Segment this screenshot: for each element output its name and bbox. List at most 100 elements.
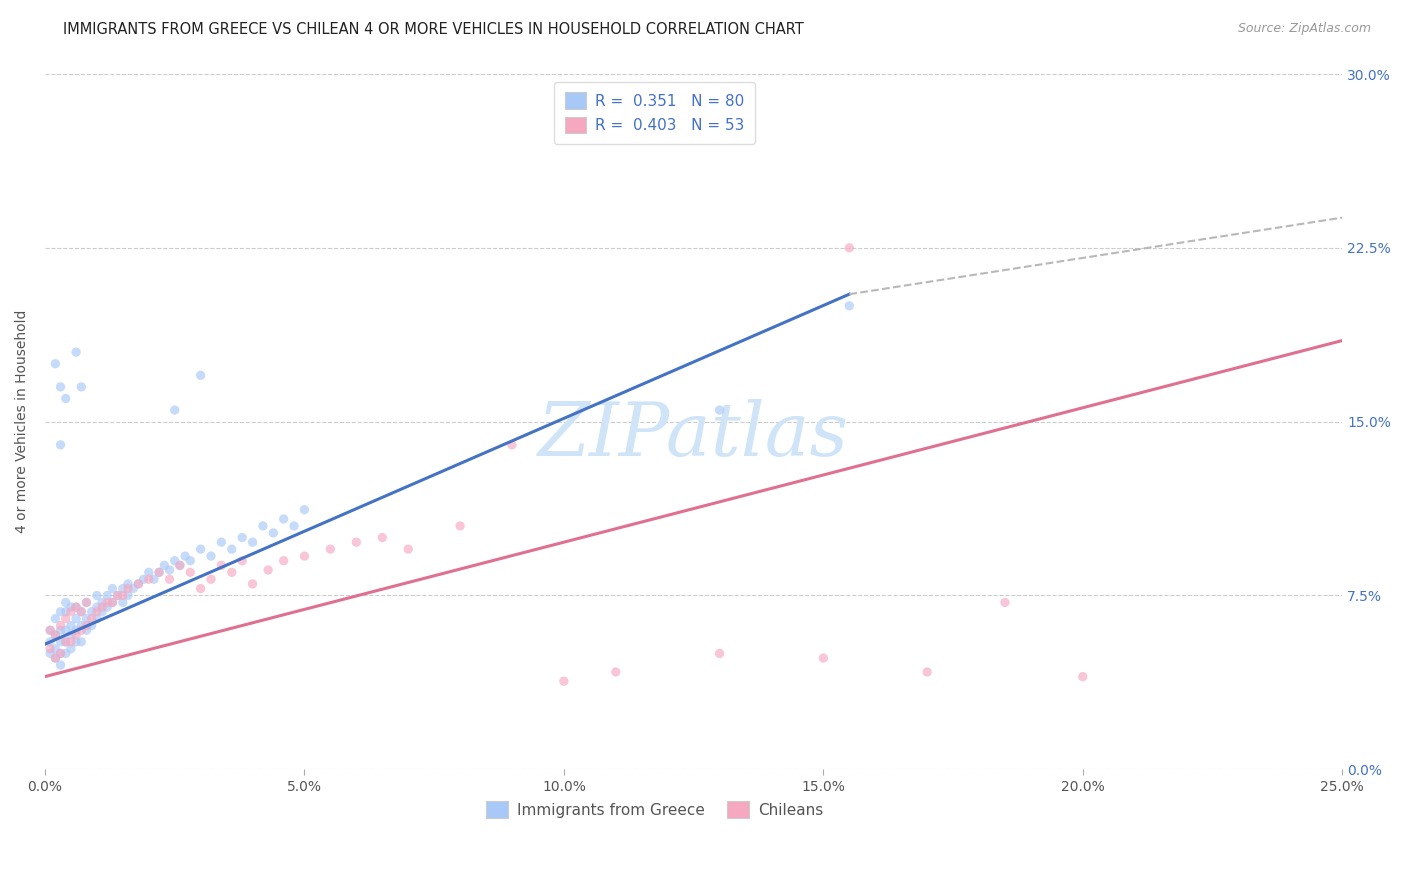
Point	[132, 572, 155, 586]
Point	[55, 624, 77, 638]
Point	[107, 589, 129, 603]
Point	[294, 549, 316, 563]
Point	[142, 572, 165, 586]
Point	[273, 554, 295, 568]
Point	[86, 612, 108, 626]
Point	[96, 600, 118, 615]
Point	[449, 519, 471, 533]
Point	[39, 624, 62, 638]
Point	[59, 600, 82, 615]
Point	[117, 589, 139, 603]
Point	[49, 438, 72, 452]
Point	[44, 651, 66, 665]
Point	[200, 572, 222, 586]
Point	[101, 595, 124, 609]
Point	[55, 612, 77, 626]
Point	[49, 605, 72, 619]
Point	[148, 566, 170, 580]
Point	[70, 635, 93, 649]
Point	[65, 345, 87, 359]
Point	[70, 618, 93, 632]
Point	[221, 542, 243, 557]
Point	[252, 519, 274, 533]
Point	[80, 612, 103, 626]
Point	[76, 618, 98, 632]
Text: Source: ZipAtlas.com: Source: ZipAtlas.com	[1237, 22, 1371, 36]
Point	[838, 299, 860, 313]
Point	[76, 595, 98, 609]
Point	[96, 589, 118, 603]
Point	[159, 563, 181, 577]
Point	[55, 392, 77, 406]
Point	[344, 535, 367, 549]
Point	[65, 600, 87, 615]
Point	[91, 595, 114, 609]
Point	[70, 380, 93, 394]
Point	[1071, 670, 1094, 684]
Point	[163, 403, 186, 417]
Point	[159, 572, 181, 586]
Point	[49, 380, 72, 394]
Point	[44, 651, 66, 665]
Point	[107, 589, 129, 603]
Point	[59, 628, 82, 642]
Point	[153, 558, 176, 573]
Point	[273, 512, 295, 526]
Point	[70, 605, 93, 619]
Point	[91, 605, 114, 619]
Text: ZIPatlas: ZIPatlas	[538, 400, 849, 472]
Point	[55, 595, 77, 609]
Point	[209, 558, 232, 573]
Point	[76, 595, 98, 609]
Point	[169, 558, 191, 573]
Point	[49, 647, 72, 661]
Point	[396, 542, 419, 557]
Point	[39, 641, 62, 656]
Point	[209, 535, 232, 549]
Point	[190, 542, 212, 557]
Text: IMMIGRANTS FROM GREECE VS CHILEAN 4 OR MORE VEHICLES IN HOUSEHOLD CORRELATION CH: IMMIGRANTS FROM GREECE VS CHILEAN 4 OR M…	[63, 22, 804, 37]
Point	[80, 605, 103, 619]
Point	[49, 618, 72, 632]
Point	[117, 577, 139, 591]
Point	[117, 582, 139, 596]
Point	[915, 665, 938, 679]
Point	[190, 368, 212, 383]
Point	[44, 612, 66, 626]
Point	[221, 566, 243, 580]
Point	[49, 635, 72, 649]
Point	[55, 647, 77, 661]
Point	[111, 582, 134, 596]
Point	[101, 582, 124, 596]
Y-axis label: 4 or more Vehicles in Household: 4 or more Vehicles in Household	[15, 310, 30, 533]
Point	[39, 635, 62, 649]
Point	[86, 589, 108, 603]
Point	[262, 525, 284, 540]
Point	[49, 624, 72, 638]
Point	[70, 624, 93, 638]
Point	[91, 600, 114, 615]
Point	[76, 612, 98, 626]
Point	[200, 549, 222, 563]
Point	[44, 628, 66, 642]
Point	[231, 554, 253, 568]
Point	[242, 535, 264, 549]
Point	[55, 605, 77, 619]
Point	[127, 577, 149, 591]
Point	[86, 605, 108, 619]
Point	[59, 635, 82, 649]
Point	[101, 595, 124, 609]
Point	[553, 674, 575, 689]
Point	[111, 595, 134, 609]
Point	[231, 531, 253, 545]
Point	[709, 403, 731, 417]
Point	[96, 595, 118, 609]
Point	[319, 542, 342, 557]
Point	[138, 566, 160, 580]
Point	[59, 641, 82, 656]
Point	[283, 519, 305, 533]
Point	[179, 554, 201, 568]
Point	[257, 563, 280, 577]
Point	[39, 624, 62, 638]
Point	[49, 647, 72, 661]
